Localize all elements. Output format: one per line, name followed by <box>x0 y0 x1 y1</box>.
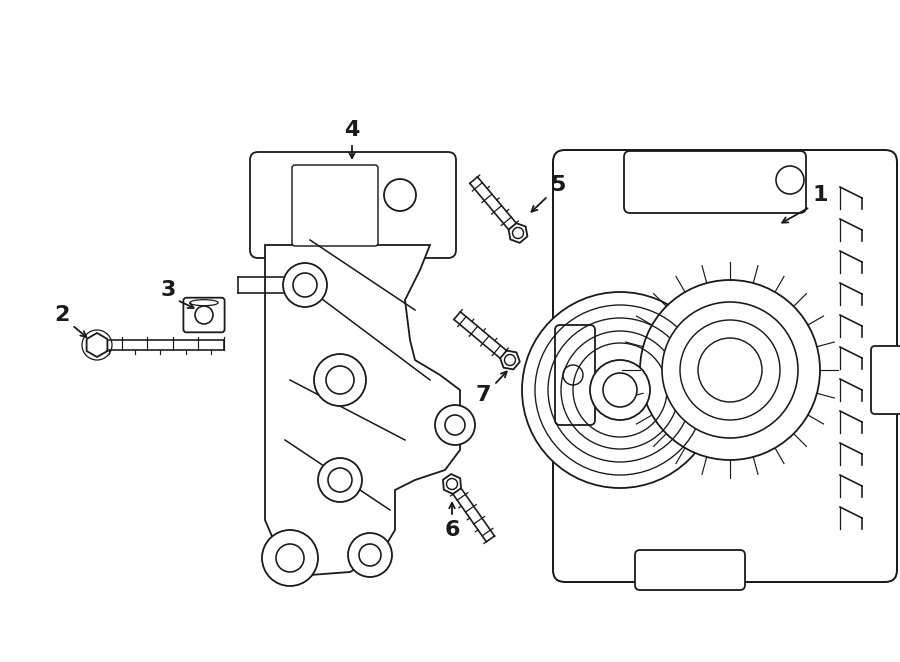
FancyBboxPatch shape <box>555 325 595 425</box>
Text: 6: 6 <box>445 520 460 540</box>
FancyBboxPatch shape <box>871 346 900 414</box>
Circle shape <box>445 415 465 435</box>
Polygon shape <box>443 474 461 494</box>
Circle shape <box>662 302 798 438</box>
FancyBboxPatch shape <box>553 150 897 582</box>
FancyBboxPatch shape <box>250 152 456 258</box>
Circle shape <box>359 544 381 566</box>
Text: 3: 3 <box>160 280 176 300</box>
Circle shape <box>435 405 475 445</box>
Circle shape <box>776 166 804 194</box>
Circle shape <box>326 366 354 394</box>
Circle shape <box>640 280 820 460</box>
Text: 4: 4 <box>345 120 360 140</box>
FancyBboxPatch shape <box>635 550 745 590</box>
Circle shape <box>698 338 762 402</box>
Circle shape <box>384 179 416 211</box>
FancyBboxPatch shape <box>624 151 806 213</box>
FancyBboxPatch shape <box>184 298 225 332</box>
Circle shape <box>314 354 366 406</box>
Circle shape <box>262 530 318 586</box>
Text: 7: 7 <box>475 385 491 405</box>
FancyBboxPatch shape <box>292 165 378 246</box>
Text: 2: 2 <box>54 305 69 325</box>
Circle shape <box>283 263 327 307</box>
Circle shape <box>590 360 650 420</box>
Polygon shape <box>86 333 107 357</box>
Circle shape <box>603 373 637 407</box>
Text: 1: 1 <box>812 185 828 205</box>
Circle shape <box>318 458 362 502</box>
Circle shape <box>522 292 718 488</box>
Polygon shape <box>265 245 460 575</box>
Circle shape <box>276 544 304 572</box>
Circle shape <box>328 468 352 492</box>
Circle shape <box>348 533 392 577</box>
Polygon shape <box>500 351 520 369</box>
Polygon shape <box>508 223 527 243</box>
Circle shape <box>293 273 317 297</box>
Circle shape <box>680 320 780 420</box>
Circle shape <box>195 306 213 324</box>
Text: 5: 5 <box>550 175 566 195</box>
